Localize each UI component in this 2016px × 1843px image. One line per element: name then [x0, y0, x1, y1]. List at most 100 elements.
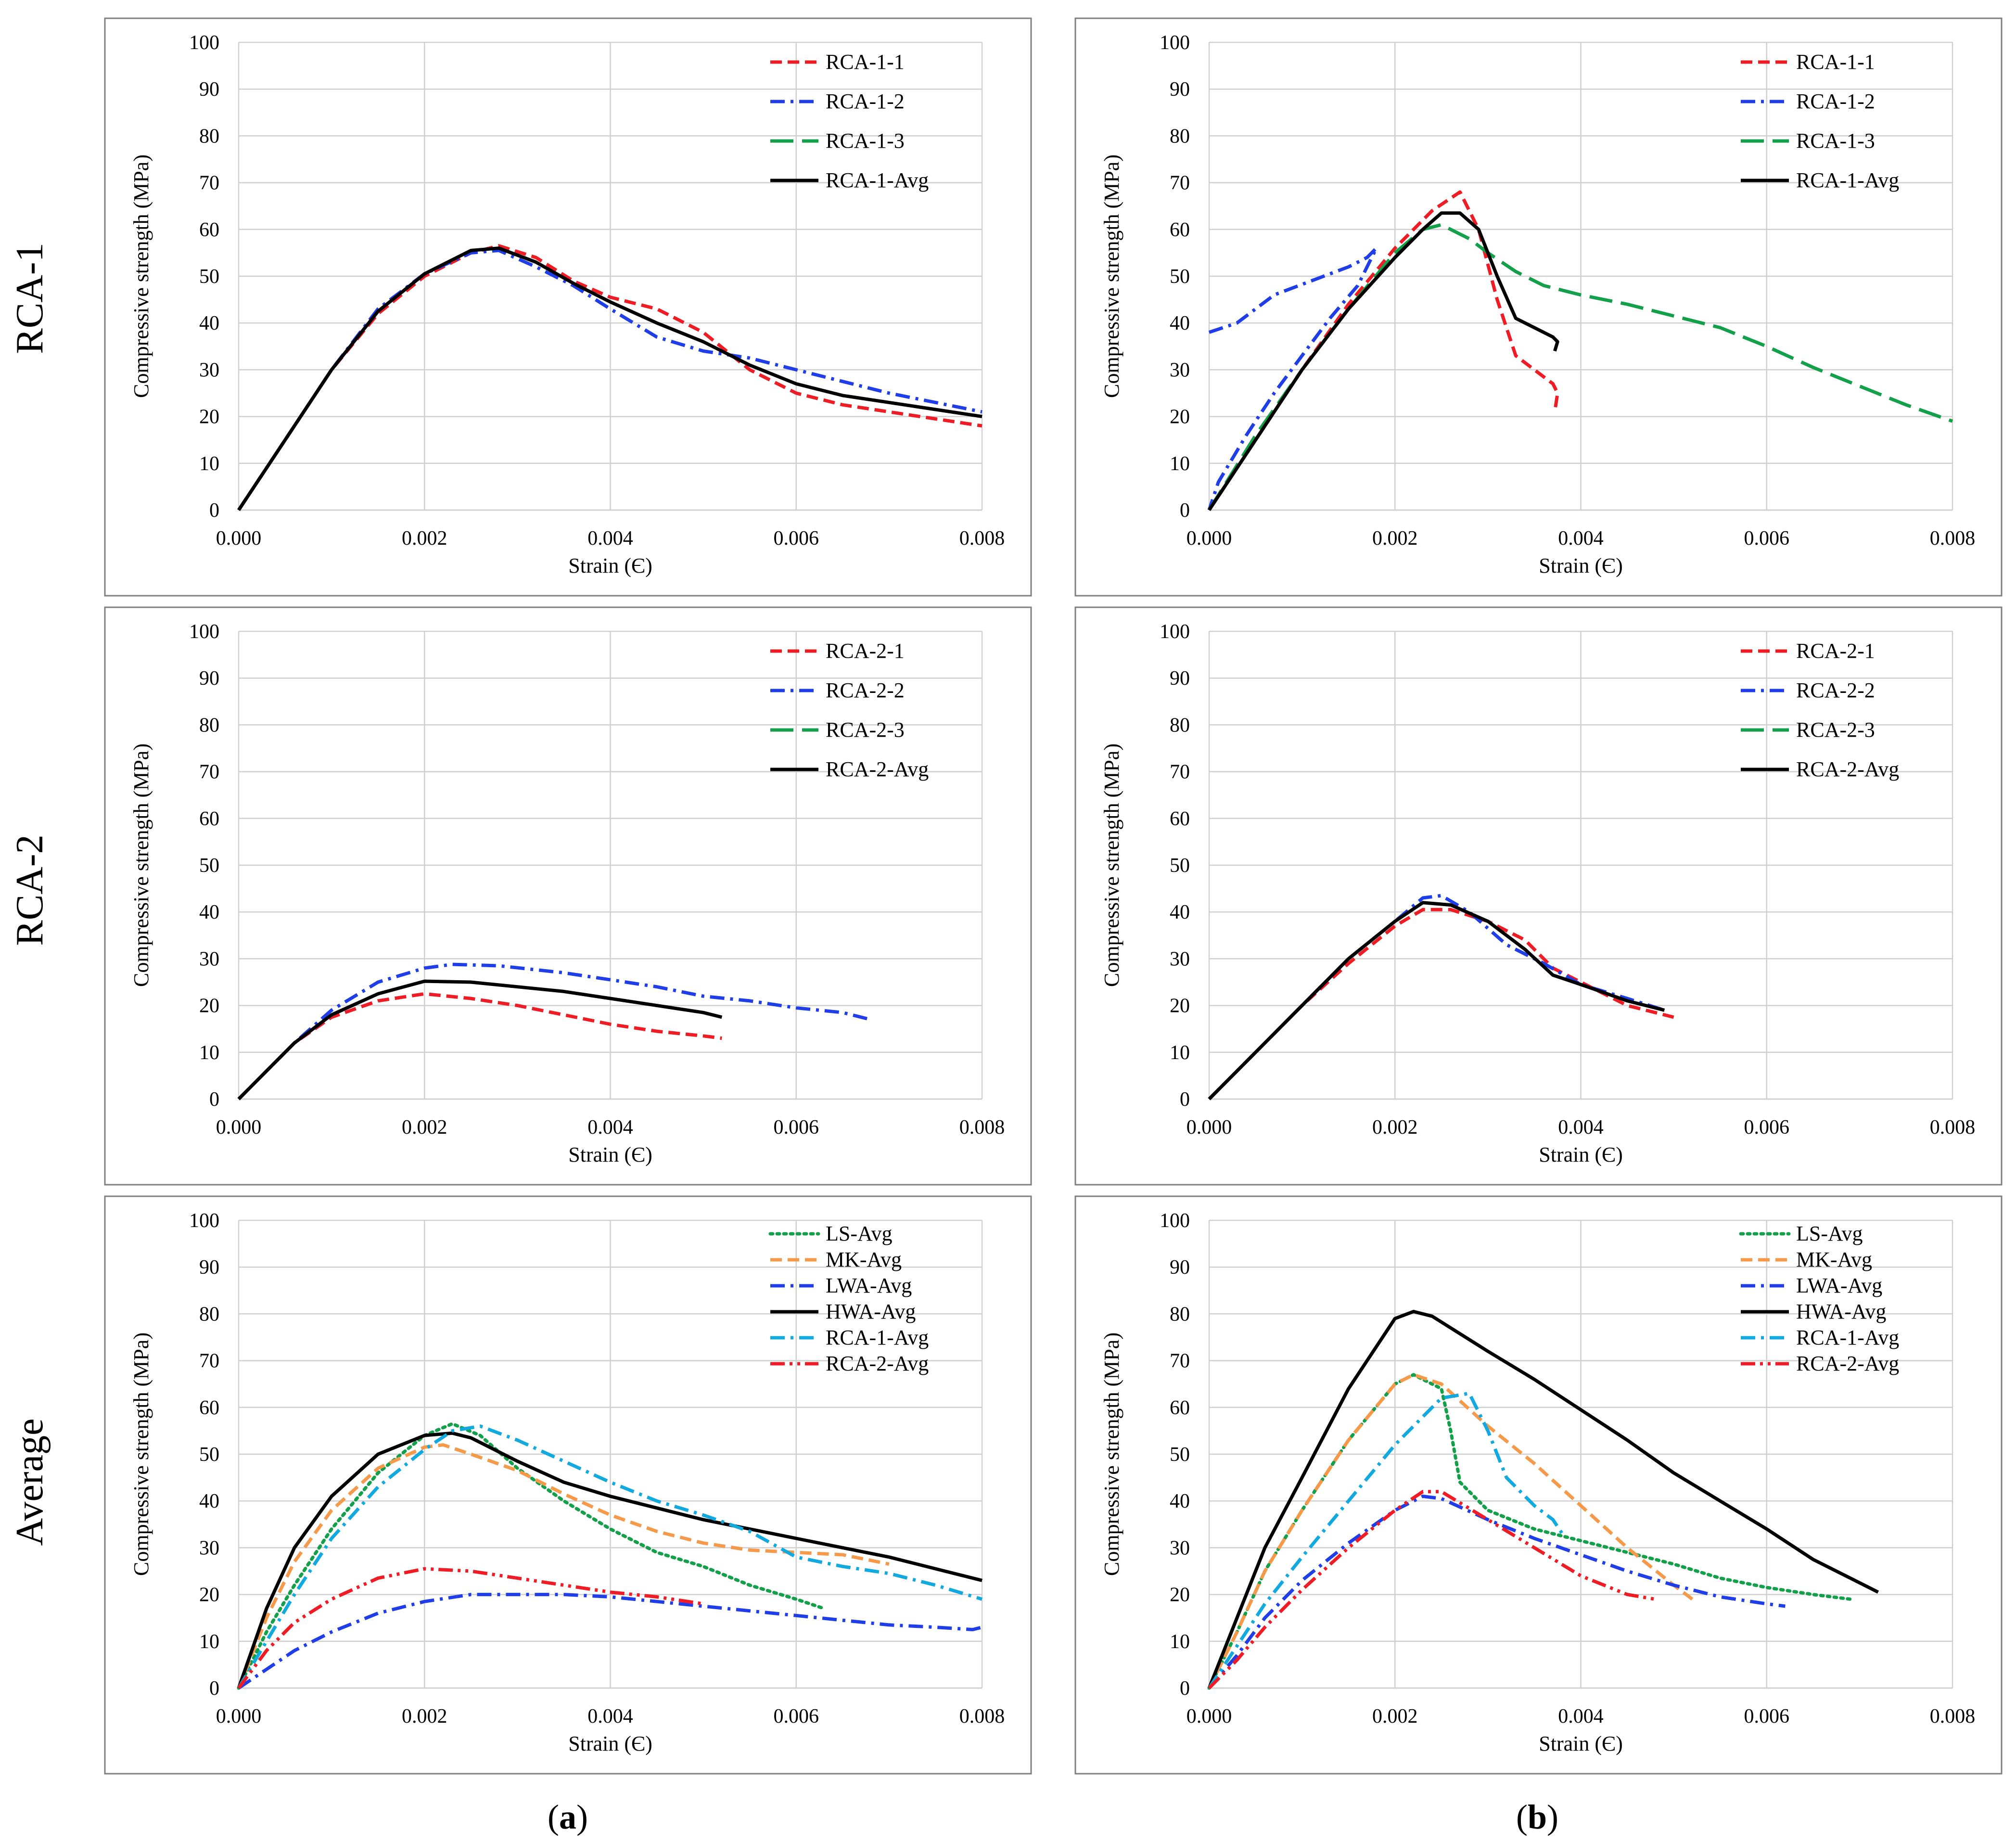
x-tick-label: 0.008	[1930, 1705, 1976, 1728]
chart-panel-a3: 0 10 20 30 40 50 60 70 80 90 100 0.000 0.002 0.004 0.0…	[104, 1195, 1032, 1775]
row-label-rca2: RCA-2	[9, 834, 51, 946]
series-line-rca-2-avg	[237, 1567, 704, 1689]
legend-label: MK-Avg	[1796, 1248, 1872, 1271]
col-label-a: (a)	[548, 1798, 588, 1836]
legend-label: RCA-1-Avg	[1796, 1326, 1899, 1349]
y-tick-label: 40	[199, 901, 219, 923]
x-tick-label: 0.004	[1558, 527, 1604, 550]
legend-label: RCA-1-Avg	[826, 1326, 929, 1349]
x-tick-label: 0.000	[216, 1705, 262, 1728]
series-line-rca-1-avg	[1208, 211, 1559, 511]
legend-label: RCA-1-1	[826, 50, 905, 74]
y-axis-title: Compressive strength (MPa)	[1100, 154, 1123, 398]
series-line-rca-1-2	[1207, 246, 1378, 511]
y-tick-label: 80	[199, 125, 219, 147]
y-tick-label: 90	[1170, 1256, 1190, 1279]
series-line-rca-1-avg	[237, 246, 982, 511]
y-tick-label: 10	[199, 453, 219, 475]
legend-label: RCA-1-2	[826, 90, 905, 113]
x-tick-label: 0.004	[587, 527, 633, 550]
y-tick-label: 20	[1170, 1584, 1190, 1606]
x-tick-label: 0.000	[216, 527, 262, 550]
y-axis-title: Compressive strength (MPa)	[1100, 743, 1123, 987]
y-tick-label: 50	[1170, 266, 1190, 288]
chart-panel-b2: 0 10 20 30 40 50 60 70 80 90 100 0.000 0.002 0.004 0.0…	[1074, 606, 2003, 1186]
y-tick-label: 60	[1170, 808, 1190, 830]
y-tick-label: 80	[199, 714, 219, 736]
y-tick-label: 90	[199, 1256, 219, 1279]
y-tick-label: 0	[209, 1677, 219, 1700]
y-tick-label: 100	[189, 621, 219, 643]
y-tick-label: 70	[199, 761, 219, 783]
x-tick-label: 0.008	[959, 527, 1005, 550]
y-tick-label: 40	[199, 312, 219, 334]
series-line-rca-2-avg	[237, 979, 723, 1101]
y-tick-label: 80	[1170, 125, 1190, 147]
legend-label: RCA-2-2	[826, 678, 905, 702]
legend-label: RCA-2-3	[826, 718, 905, 742]
chart-panel-b3: 0 10 20 30 40 50 60 70 80 90 100 0.000 0.002 0.004 0.0…	[1074, 1195, 2003, 1775]
y-tick-label: 0	[209, 499, 219, 522]
x-tick-label: 0.006	[774, 1705, 819, 1728]
legend-label: RCA-2-1	[826, 639, 905, 663]
series-line-rca-2-avg	[1208, 901, 1665, 1101]
y-tick-label: 20	[1170, 995, 1190, 1017]
series-line-lwa-avg	[1208, 1495, 1786, 1689]
y-tick-label: 60	[199, 1397, 219, 1419]
x-tick-label: 0.006	[774, 1116, 819, 1139]
y-tick-label: 80	[199, 1303, 219, 1325]
y-tick-label: 90	[1170, 78, 1190, 101]
y-tick-label: 30	[199, 948, 219, 970]
x-axis-title: Strain (Є)	[568, 1143, 652, 1166]
series-line-mk-avg	[1207, 1373, 1694, 1689]
series-line-hwa-avg	[237, 1431, 982, 1689]
legend-label: RCA-2-1	[1796, 639, 1875, 663]
legend-label: RCA-2-3	[1796, 718, 1875, 742]
x-tick-label: 0.002	[402, 1705, 447, 1728]
y-tick-label: 0	[1180, 1677, 1190, 1700]
y-tick-label: 90	[1170, 667, 1190, 690]
x-tick-label: 0.000	[1187, 527, 1232, 550]
series-line-lwa-avg	[238, 1593, 982, 1689]
y-tick-label: 10	[199, 1042, 219, 1064]
y-tick-label: 50	[199, 1444, 219, 1466]
y-tick-label: 10	[1170, 453, 1190, 475]
y-tick-label: 30	[1170, 948, 1190, 970]
legend-label: HWA-Avg	[826, 1300, 916, 1323]
y-tick-label: 100	[1160, 621, 1190, 643]
y-tick-label: 80	[1170, 1303, 1190, 1325]
y-tick-label: 100	[189, 1210, 219, 1232]
y-tick-label: 50	[1170, 855, 1190, 877]
col-label-b: (b)	[1516, 1798, 1558, 1836]
chart-panel-b1: 0 10 20 30 40 50 60 70 80 90 100 0.000 0.002 0.004 0.0…	[1074, 17, 2003, 597]
x-axis-title: Strain (Є)	[1539, 554, 1622, 577]
x-tick-label: 0.008	[1930, 1116, 1976, 1139]
legend-label: RCA-1-Avg	[826, 168, 929, 192]
x-axis-title: Strain (Є)	[1539, 1732, 1622, 1755]
x-tick-label: 0.004	[587, 1116, 633, 1139]
y-tick-label: 20	[199, 1584, 219, 1606]
series-line-ls-avg	[237, 1422, 826, 1690]
y-tick-label: 80	[1170, 714, 1190, 736]
x-tick-label: 0.000	[1187, 1705, 1232, 1728]
legend-label: RCA-1-3	[826, 129, 905, 153]
legend-label: HWA-Avg	[1796, 1300, 1886, 1323]
series-line-rca-1-avg	[1208, 1392, 1564, 1689]
y-tick-label: 10	[1170, 1631, 1190, 1653]
y-tick-label: 0	[1180, 499, 1190, 522]
chart-panel-a2: 0 10 20 30 40 50 60 70 80 90 100 0.000 0.002 0.004 0.0…	[104, 606, 1032, 1186]
x-tick-label: 0.002	[1372, 1116, 1418, 1139]
y-tick-label: 20	[1170, 406, 1190, 428]
y-tick-label: 100	[1160, 32, 1190, 54]
legend-label: RCA-1-2	[1796, 90, 1875, 113]
y-tick-label: 70	[199, 1350, 219, 1372]
series-line-rca-2-avg	[1208, 1490, 1656, 1689]
legend-label: RCA-1-3	[1796, 129, 1875, 153]
x-tick-label: 0.004	[587, 1705, 633, 1728]
legend-label: LWA-Avg	[1796, 1274, 1882, 1297]
legend-label: LS-Avg	[826, 1222, 893, 1245]
legend-label: LS-Avg	[1796, 1222, 1863, 1245]
y-tick-label: 40	[1170, 901, 1190, 923]
legend-label: RCA-2-Avg	[1796, 1352, 1899, 1375]
